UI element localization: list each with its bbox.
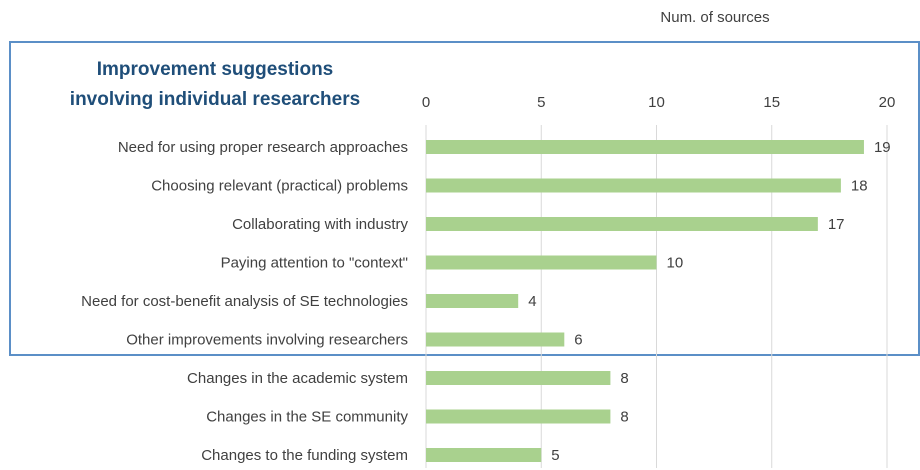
bar [426,140,864,154]
x-tick-label: 15 [763,94,780,111]
y-tick-label: Collaborating with industry [232,216,408,233]
value-label: 17 [828,216,845,233]
bar [426,332,565,347]
value-label: 6 [574,331,582,348]
bar [426,409,611,424]
y-tick-label: Changes to the funding system [201,447,408,464]
bar [426,371,611,385]
y-tick-label: Choosing relevant (practical) problems [151,177,408,194]
y-tick-label: Other improvements involving researchers [126,331,408,348]
bar [426,217,818,231]
x-tick-label: 10 [648,94,665,111]
value-label: 4 [528,293,536,310]
y-tick-label: Changes in the academic system [187,370,408,387]
value-label: 19 [874,139,891,156]
x-tick-label: 20 [879,94,896,111]
value-label: 10 [667,254,684,271]
value-label: 5 [551,447,559,464]
chart-title: Improvement suggestions [97,59,334,80]
chart-title: involving individual researchers [70,89,360,110]
bar [426,255,657,270]
x-tick-label: 5 [537,94,545,111]
y-tick-label: Need for using proper research approache… [118,139,408,156]
bar [426,178,841,193]
bar [426,294,519,308]
value-label: 8 [620,370,628,387]
value-label: 8 [620,408,628,425]
group-box [9,41,920,356]
y-tick-label: Changes in the SE community [206,408,408,425]
x-tick-label: 0 [422,94,430,111]
value-label: 18 [851,177,868,194]
y-tick-label: Need for cost-benefit analysis of SE tec… [81,293,408,310]
bar [426,448,542,462]
axis-label: Num. of sources [660,9,769,26]
y-tick-label: Paying attention to "context" [221,254,408,271]
